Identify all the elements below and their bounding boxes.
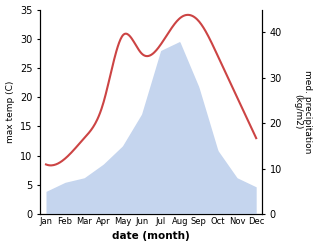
Y-axis label: med. precipitation
(kg/m2): med. precipitation (kg/m2) (293, 70, 313, 154)
X-axis label: date (month): date (month) (112, 231, 190, 242)
Y-axis label: max temp (C): max temp (C) (5, 81, 15, 143)
